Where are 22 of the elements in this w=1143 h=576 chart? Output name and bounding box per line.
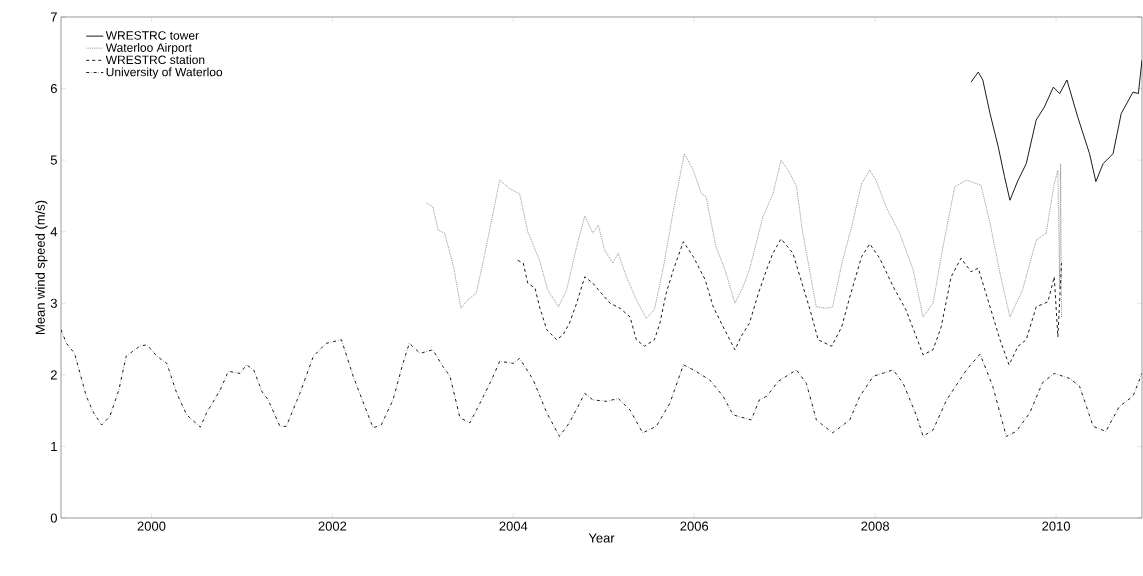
- x-axis-title: Year: [588, 533, 615, 543]
- y-tick-label: 4: [50, 227, 58, 237]
- y-tick-label: 0: [50, 513, 57, 523]
- x-tick-label: 2000: [137, 521, 166, 531]
- x-tick-label: 2002: [318, 521, 347, 531]
- x-tick-label: 2008: [861, 521, 890, 531]
- line-series: [517, 238, 1062, 366]
- y-axis-title: Mean wind speed (m/s): [35, 200, 48, 334]
- y-tick-label: 5: [50, 155, 57, 165]
- y-tick-label: 6: [50, 83, 57, 94]
- y-tick-label: 1: [51, 441, 57, 451]
- line-series: [426, 153, 1062, 319]
- y-tick-label: 7: [50, 12, 57, 22]
- y-tick-label: 2: [50, 370, 57, 380]
- legend-label: University of Waterloo: [106, 67, 223, 79]
- y-tick-label: 3: [50, 298, 57, 308]
- x-tick-label: 2004: [499, 521, 528, 531]
- legend-label: Waterloo Airport: [105, 43, 192, 55]
- legend-label: WRESTRC tower: [105, 31, 199, 40]
- legend-label: WRESTRC station: [105, 55, 205, 65]
- x-tick-label: 2006: [680, 521, 709, 531]
- x-tick-label: 2010: [1042, 521, 1071, 531]
